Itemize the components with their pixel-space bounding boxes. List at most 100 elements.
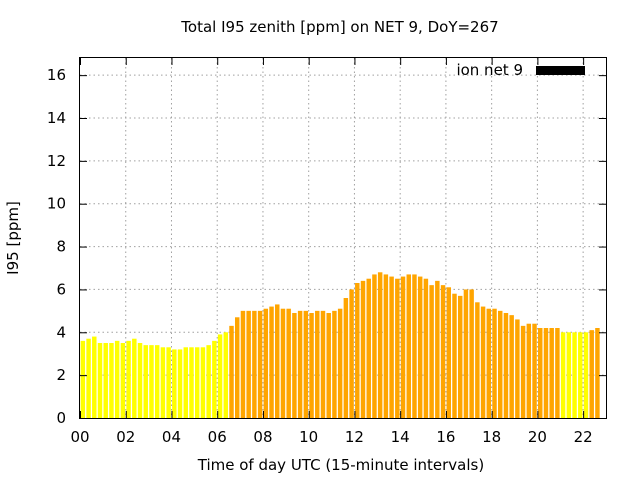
bar [520, 325, 526, 418]
bar [595, 328, 600, 418]
bar [212, 340, 217, 418]
y-tick-label: 2 [56, 366, 66, 384]
x-tick-label: 04 [162, 428, 181, 446]
x-tick-label: 16 [436, 428, 455, 446]
bar [377, 272, 383, 418]
bar [126, 340, 131, 418]
bar [360, 280, 366, 418]
bar [343, 298, 349, 418]
bar [452, 293, 457, 418]
bar [463, 289, 469, 418]
bar [566, 332, 572, 418]
x-tick-label: 22 [574, 428, 593, 446]
plot-frame [79, 57, 607, 419]
bar [246, 310, 251, 418]
bar [480, 306, 486, 418]
bar [172, 349, 177, 418]
bar [486, 308, 492, 418]
bar [263, 308, 269, 418]
bar [337, 308, 343, 418]
bar [355, 283, 360, 418]
bar [429, 285, 434, 418]
bar [446, 287, 451, 418]
bar [269, 306, 274, 418]
y-tick-label: 0 [56, 409, 66, 427]
bar [515, 319, 520, 418]
bar [320, 310, 326, 418]
x-tick-label: 06 [208, 428, 227, 446]
y-tick-label: 6 [56, 280, 66, 298]
bar [435, 280, 440, 418]
bar [160, 347, 166, 418]
bar [103, 343, 108, 418]
bar [132, 338, 137, 418]
bar [240, 310, 246, 418]
bar [235, 317, 240, 418]
y-tick-label: 12 [47, 152, 66, 170]
bar [292, 313, 297, 418]
bar [572, 332, 577, 418]
y-axis-label: I95 [ppm] [4, 201, 22, 275]
bars [80, 272, 600, 418]
bar [137, 343, 143, 418]
bar [492, 308, 497, 418]
bar [154, 345, 160, 418]
x-tick-label: 18 [482, 428, 501, 446]
grid [80, 58, 606, 418]
bar [509, 315, 514, 418]
legend: ion net 9 [456, 61, 585, 79]
bar [326, 313, 331, 418]
bar [560, 332, 566, 418]
bar [149, 345, 154, 418]
bar [406, 274, 411, 418]
bar [366, 278, 371, 418]
bar [423, 278, 429, 418]
y-tick-labels: 0 2 4 6 8 10 12 14 16 [47, 66, 66, 427]
bar [555, 328, 560, 418]
bar [315, 310, 320, 418]
y-tick-label: 8 [56, 238, 66, 256]
bar [349, 289, 354, 418]
bar [200, 347, 206, 418]
bar [309, 313, 314, 418]
bar [120, 343, 126, 418]
y-tick-label: 4 [56, 323, 66, 341]
x-tick-label: 12 [345, 428, 364, 446]
bar [86, 338, 91, 418]
bar [80, 340, 86, 418]
x-tick-label: 08 [253, 428, 272, 446]
x-tick-label: 20 [528, 428, 547, 446]
bar [189, 347, 194, 418]
bar [229, 325, 234, 418]
bar [372, 274, 377, 418]
bar [275, 304, 280, 418]
bar [166, 347, 171, 418]
legend-swatch [536, 66, 585, 75]
x-tick-label: 10 [299, 428, 318, 446]
chart-title: Total I95 zenith [ppm] on NET 9, DoY=267 [180, 18, 498, 36]
bar [217, 334, 223, 418]
bar [114, 340, 120, 418]
bar [286, 308, 291, 418]
bar [526, 323, 532, 418]
bar [475, 302, 480, 418]
bar [177, 349, 183, 418]
bar [412, 274, 417, 418]
x-tick-label: 02 [116, 428, 135, 446]
x-tick-label: 14 [391, 428, 410, 446]
x-axis-label: Time of day UTC (15-minute intervals) [197, 456, 484, 474]
bar [457, 295, 463, 418]
bar [543, 328, 549, 418]
y-tick-label: 14 [47, 109, 66, 127]
bar [143, 345, 148, 418]
bar [280, 308, 286, 418]
bar [183, 347, 188, 418]
bar [395, 278, 400, 418]
bar [332, 310, 337, 418]
bar [109, 343, 114, 418]
x-tick-labels: 00 02 04 06 08 10 12 14 16 18 20 22 [70, 428, 592, 446]
bar [252, 310, 257, 418]
bar [549, 328, 554, 418]
bar [206, 345, 211, 418]
bar [469, 289, 474, 418]
